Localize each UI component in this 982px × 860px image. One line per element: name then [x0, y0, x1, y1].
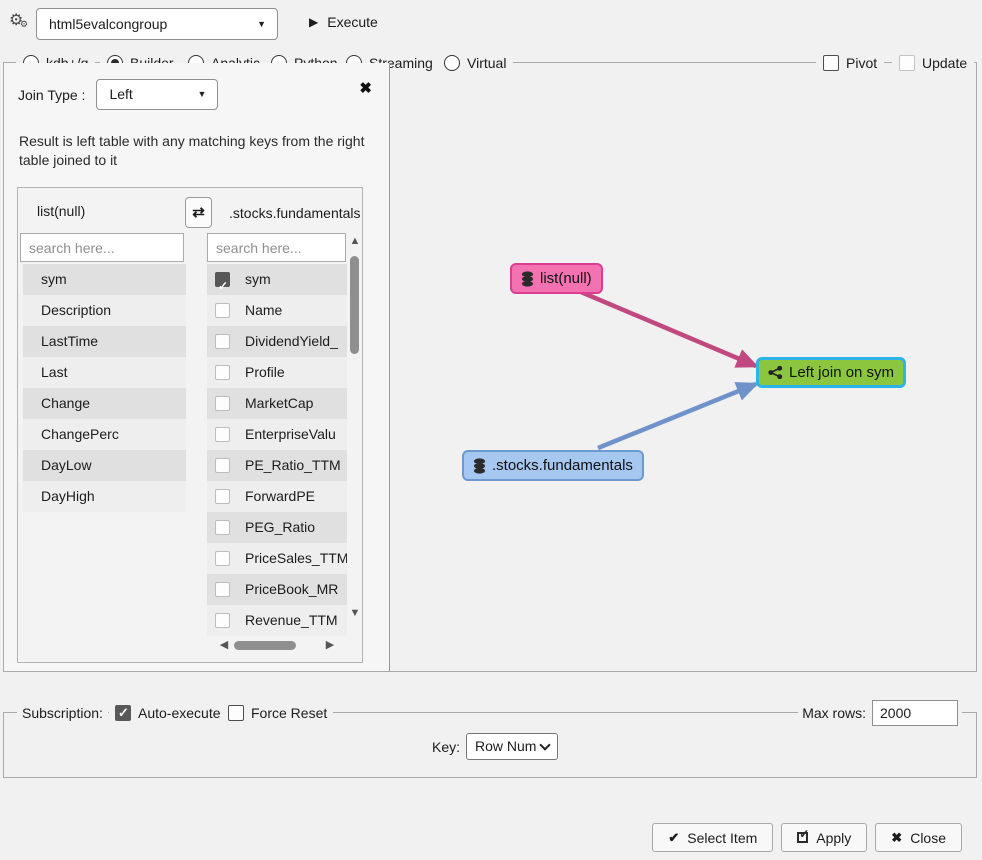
checkbox-icon[interactable]: [215, 365, 230, 380]
checkbox-icon[interactable]: [215, 427, 230, 442]
scroll-right-icon[interactable]: ▶: [325, 639, 335, 651]
checkbox-check-icon: [797, 827, 809, 843]
scroll-up-icon[interactable]: ▲: [349, 235, 361, 247]
subscription-legend: Subscription:: [17, 702, 108, 724]
column-item[interactable]: Name: [207, 295, 347, 326]
column-item[interactable]: EnterpriseValu: [207, 419, 347, 450]
node-right-table[interactable]: .stocks.fundamentals: [462, 450, 644, 481]
column-item[interactable]: Profile: [207, 357, 347, 388]
check-icon: ✔: [668, 829, 680, 845]
key-select[interactable]: Row Num: [466, 733, 559, 760]
join-type-label: Join Type :: [18, 86, 86, 103]
left-column-list: sym Description LastTime Last Change Cha…: [23, 264, 186, 512]
scrollbar-thumb[interactable]: [234, 641, 296, 650]
column-item[interactable]: Last: [23, 357, 186, 388]
join-type-value: Left: [109, 86, 133, 102]
connection-select-value: html5evalcongroup: [49, 16, 168, 32]
swap-tables-button[interactable]: ⇄: [185, 197, 212, 228]
checkbox-checked-icon: [115, 705, 131, 721]
caret-down-icon: ▼: [257, 19, 266, 29]
column-item[interactable]: PEG_Ratio: [207, 512, 347, 543]
key-select-value: Row Num: [475, 738, 537, 754]
column-item[interactable]: ForwardPE: [207, 481, 347, 512]
column-item[interactable]: ChangePerc: [23, 419, 186, 450]
column-mapper: list(null) ⇄ .stocks.fundamentals sym De…: [17, 187, 363, 663]
database-icon: [521, 270, 534, 287]
scroll-down-icon[interactable]: ▼: [349, 607, 361, 619]
execute-button[interactable]: ▶ Execute: [309, 14, 378, 30]
chevron-down-icon: [539, 738, 551, 751]
checkbox-icon: [899, 55, 915, 71]
settings-gears-icon[interactable]: ⚙ ⚙: [9, 12, 29, 29]
horizontal-scrollbar[interactable]: ◀ ▶: [207, 638, 347, 653]
column-item[interactable]: sym: [23, 264, 186, 295]
left-table-title: list(null): [37, 203, 86, 219]
edge-right-to-join: [597, 381, 759, 451]
node-left-table[interactable]: list(null): [510, 263, 603, 294]
caret-down-icon: ▼: [197, 89, 207, 99]
scrollbar-thumb[interactable]: [350, 256, 359, 354]
checkbox-icon[interactable]: [215, 613, 230, 628]
close-icon: ✖: [891, 829, 903, 845]
close-panel-icon[interactable]: ✖: [359, 80, 372, 97]
max-rows-label: Max rows:: [802, 705, 866, 721]
column-item[interactable]: sym: [207, 264, 347, 295]
subscription-section: Subscription: Auto-execute Force Reset M…: [3, 699, 977, 778]
checkbox-icon[interactable]: [215, 551, 230, 566]
node-label: list(null): [540, 270, 592, 287]
checkbox-icon[interactable]: [215, 396, 230, 411]
mode-radio-virtual[interactable]: Virtual: [437, 52, 514, 74]
database-icon: [473, 457, 486, 474]
edge-left-to-join: [580, 289, 759, 369]
right-column-list: sym Name DividendYield_ Profile: [207, 264, 347, 636]
node-label: .stocks.fundamentals: [492, 457, 633, 474]
apply-button[interactable]: Apply: [781, 823, 868, 852]
checkbox-icon[interactable]: [215, 520, 230, 535]
node-label: Left join on sym: [789, 364, 895, 381]
column-item[interactable]: LastTime: [23, 326, 186, 357]
builder-section: kdb+/q Builder Analytic Python Streaming…: [3, 52, 977, 672]
join-description: Result is left table with any matching k…: [19, 133, 365, 168]
join-share-icon: [768, 365, 783, 380]
select-item-button[interactable]: ✔ Select Item: [652, 823, 774, 852]
column-item[interactable]: DayLow: [23, 450, 186, 481]
join-config-panel: ✖ Join Type : Left ▼ Result is left tabl…: [4, 63, 390, 671]
column-item[interactable]: MarketCap: [207, 388, 347, 419]
column-item[interactable]: DayHigh: [23, 481, 186, 512]
column-item[interactable]: Change: [23, 388, 186, 419]
max-rows-input[interactable]: [872, 700, 958, 726]
key-label: Key:: [432, 738, 461, 755]
checkbox-icon: [823, 55, 839, 71]
pivot-checkbox[interactable]: Pivot: [816, 52, 885, 74]
column-item[interactable]: PriceSales_TTM: [207, 543, 347, 574]
checkbox-icon: [228, 705, 244, 721]
force-reset-checkbox[interactable]: Force Reset: [222, 702, 334, 724]
join-type-select[interactable]: Left ▼: [96, 79, 219, 110]
vertical-scrollbar[interactable]: ▲ ▼: [348, 234, 362, 634]
checkbox-icon[interactable]: [215, 458, 230, 473]
checkbox-icon[interactable]: [215, 334, 230, 349]
execute-label: Execute: [327, 14, 378, 30]
checkbox-icon[interactable]: [215, 582, 230, 597]
radio-icon: [444, 55, 460, 71]
column-item[interactable]: PE_Ratio_TTM: [207, 450, 347, 481]
auto-execute-checkbox[interactable]: Auto-execute: [109, 702, 227, 724]
column-item[interactable]: Revenue_TTM: [207, 605, 347, 636]
column-item[interactable]: Description: [23, 295, 186, 326]
right-search-input[interactable]: [207, 233, 346, 262]
connection-select[interactable]: html5evalcongroup ▼: [36, 8, 278, 40]
column-item[interactable]: DividendYield_: [207, 326, 347, 357]
close-button[interactable]: ✖ Close: [875, 823, 962, 852]
left-search-input[interactable]: [20, 233, 184, 262]
checkbox-icon[interactable]: [215, 303, 230, 318]
checkbox-checked-icon[interactable]: [215, 271, 230, 295]
node-join[interactable]: Left join on sym: [756, 357, 907, 388]
scroll-left-icon[interactable]: ◀: [219, 639, 229, 651]
right-table-title: .stocks.fundamentals: [229, 205, 361, 221]
play-icon: ▶: [309, 15, 319, 29]
checkbox-icon[interactable]: [215, 489, 230, 504]
update-checkbox[interactable]: Update: [892, 52, 975, 74]
column-item[interactable]: PriceBook_MR: [207, 574, 347, 605]
